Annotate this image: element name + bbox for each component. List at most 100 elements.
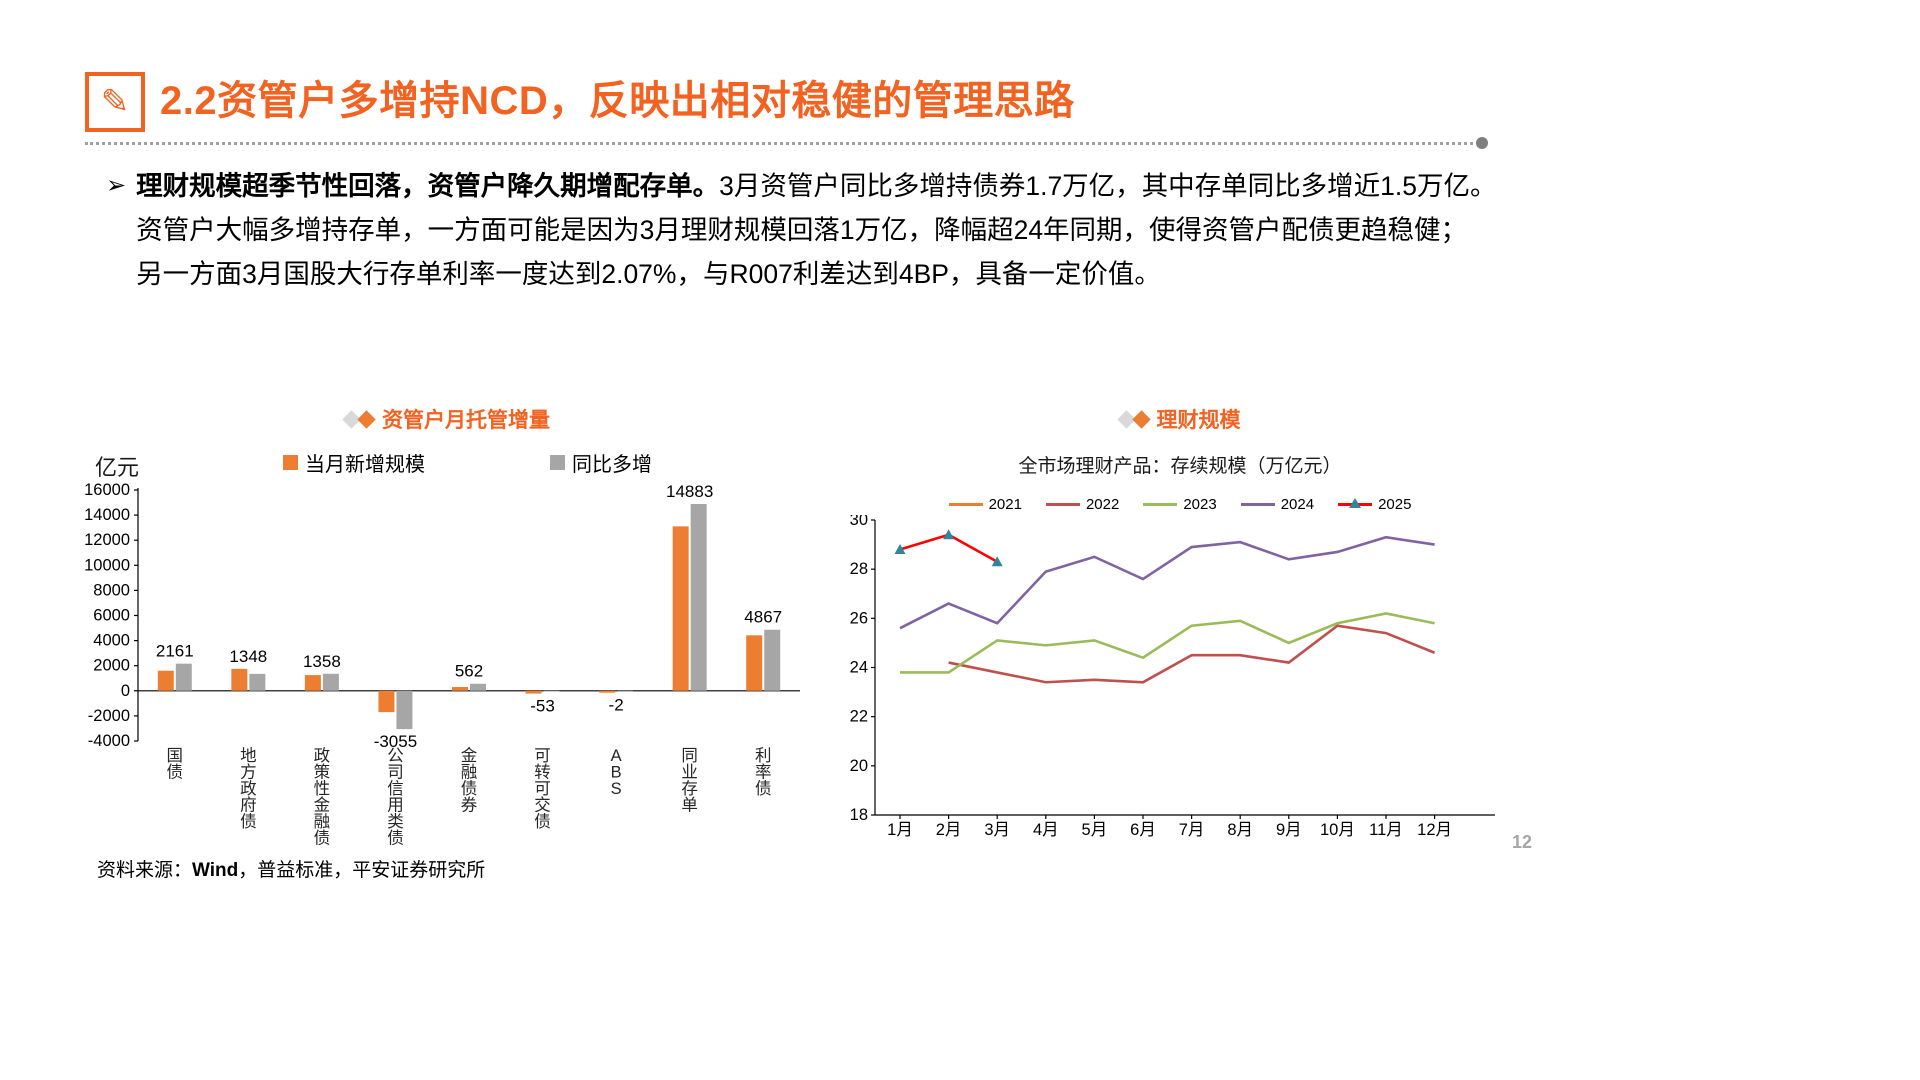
- legend-item-2022: 2022: [1045, 496, 1120, 513]
- svg-text:6000: 6000: [93, 607, 130, 625]
- svg-text:10000: 10000: [85, 556, 130, 574]
- svg-text:-2: -2: [609, 696, 624, 715]
- line-chart-subtitle: 全市场理财产品：存续规模（万亿元）: [1018, 456, 1342, 477]
- svg-text:-4000: -4000: [88, 732, 130, 750]
- svg-text:9月: 9月: [1276, 821, 1302, 839]
- summary-line-1-rest: 3月资管户同比多增持债券1.7万亿，其中存单同比多增近1.5万亿。: [719, 171, 1497, 201]
- svg-text:11月: 11月: [1369, 821, 1403, 839]
- pencil-glyph: ✎: [100, 83, 130, 121]
- svg-text:国债: 国债: [167, 747, 184, 782]
- line-chart-title: 理财规模: [855, 404, 1505, 434]
- svg-text:30: 30: [850, 515, 868, 529]
- svg-text:3月: 3月: [984, 821, 1010, 839]
- summary-line-2: 资管户大幅多增持存单，一方面可能是因为3月理财规模回落1万亿，降幅超24年同期，…: [136, 215, 1468, 245]
- legend-label: 2021: [988, 496, 1022, 513]
- svg-text:可转可交债: 可转可交债: [534, 747, 551, 831]
- svg-text:2000: 2000: [93, 657, 130, 675]
- page-number: 12: [1512, 832, 1533, 852]
- summary-text: 理财规模超季节性回落，资管户降久期增配存单。3月资管户同比多增持债券1.7万亿，…: [136, 164, 1496, 296]
- svg-text:24: 24: [850, 659, 868, 677]
- legend-item-2024: 2024: [1240, 496, 1315, 513]
- svg-text:6月: 6月: [1130, 821, 1156, 839]
- svg-text:12000: 12000: [85, 531, 130, 549]
- line-chart-legend: 2021 2022 2023 2024 2025: [855, 496, 1505, 513]
- svg-text:16000: 16000: [85, 481, 130, 499]
- legend-line-swatch: [948, 503, 983, 506]
- svg-text:4000: 4000: [93, 632, 130, 650]
- header-divider: [85, 142, 1473, 145]
- svg-text:-2000: -2000: [88, 707, 130, 725]
- svg-text:利率债: 利率债: [755, 746, 772, 798]
- svg-text:20: 20: [850, 757, 868, 775]
- svg-text:7月: 7月: [1179, 821, 1205, 839]
- legend-item-current-month: 当月新增规模: [283, 448, 425, 477]
- svg-text:1348: 1348: [229, 647, 267, 666]
- bar-chart-legend: 当月新增规模 同比多增: [135, 448, 800, 477]
- bar-chart: -4000 -2000 0 2000 4000 6000 8000 10000 12000 140…: [85, 481, 800, 848]
- divider-end-dot: [1476, 137, 1488, 149]
- legend-label: 2025: [1378, 496, 1412, 513]
- legend-swatch: [283, 455, 298, 470]
- legend-item-yoy: 同比多增: [550, 448, 652, 477]
- svg-text:政策性金融债: 政策性金融债: [314, 746, 331, 848]
- svg-text:8000: 8000: [93, 581, 130, 599]
- legend-item-2025: 2025: [1338, 496, 1411, 513]
- legend-label: 2022: [1085, 496, 1120, 513]
- svg-text:14883: 14883: [666, 482, 713, 501]
- source-rest: ，普益标准，平安证券研究所: [238, 860, 486, 881]
- legend-line-swatch: [1143, 503, 1178, 506]
- svg-text:12月: 12月: [1417, 821, 1452, 839]
- legend-label: 2023: [1183, 496, 1217, 513]
- svg-text:26: 26: [850, 609, 868, 627]
- source-prefix: 资料来源：: [97, 860, 193, 881]
- svg-text:10月: 10月: [1320, 821, 1355, 839]
- svg-text:2月: 2月: [936, 821, 962, 839]
- svg-text:1月: 1月: [887, 821, 913, 839]
- svg-text:0: 0: [121, 682, 130, 700]
- summary-line-1: 理财规模超季节性回落，资管户降久期增配存单。3月资管户同比多增持债券1.7万亿，…: [136, 164, 1496, 208]
- orange-diamond-icon: [1131, 409, 1151, 429]
- svg-text:4867: 4867: [744, 608, 782, 627]
- legend-line-swatch: [1045, 503, 1080, 506]
- triangle-marker-icon: [1349, 498, 1362, 508]
- svg-text:28: 28: [850, 560, 868, 578]
- summary-paragraph: ➢ 理财规模超季节性回落，资管户降久期增配存单。3月资管户同比多增持债券1.7万…: [106, 164, 1506, 296]
- summary-line-3: 另一方面3月国股大行存单利率一度达到2.07%，与R007利差达到4BP，具备一…: [136, 259, 1161, 289]
- svg-text:5月: 5月: [1082, 821, 1108, 839]
- svg-text:18: 18: [850, 806, 868, 824]
- orange-diamond-icon: [357, 409, 376, 429]
- legend-swatch: [550, 455, 565, 470]
- svg-text:562: 562: [455, 662, 483, 681]
- legend-item-2021: 2021: [948, 496, 1022, 513]
- bullet-arrow-icon: ➢: [106, 172, 127, 199]
- svg-text:8月: 8月: [1227, 821, 1253, 839]
- summary-bold-lead: 理财规模超季节性回落，资管户降久期增配存单。: [136, 171, 720, 201]
- svg-text:-53: -53: [530, 697, 555, 716]
- svg-text:22: 22: [850, 708, 868, 726]
- svg-text:金融债券: 金融债券: [461, 746, 478, 815]
- line-chart-title-text: 理财规模: [1156, 409, 1241, 432]
- bar-chart-title-text: 资管户月托管增量: [382, 409, 550, 432]
- pencil-icon: ✎: [85, 72, 145, 132]
- legend-label: 当月新增规模: [305, 454, 425, 476]
- svg-text:1358: 1358: [303, 652, 341, 671]
- line-chart: 18 20 22 24 26 28 30 1月 2月 3月 4月 5月 6月 7月 8月 9月 10月 11月 12…: [850, 515, 1495, 839]
- svg-text:-3055: -3055: [374, 732, 417, 751]
- bar-chart-title: 资管户月托管增量: [85, 404, 810, 434]
- legend-line-swatch: [1240, 503, 1275, 506]
- svg-text:2161: 2161: [156, 642, 194, 661]
- svg-text:ABS: ABS: [611, 747, 622, 798]
- legend-line-swatch: [1338, 498, 1373, 508]
- svg-text:14000: 14000: [85, 506, 130, 524]
- svg-text:地方政府债: 地方政府债: [240, 746, 256, 831]
- bar-chart-unit-label: 亿元: [95, 455, 140, 480]
- page-title: 2.2资管户多增持NCD，反映出相对稳健的管理思路: [160, 79, 1075, 123]
- legend-label: 2024: [1280, 496, 1315, 513]
- svg-text:4月: 4月: [1033, 821, 1059, 839]
- svg-text:同业存单: 同业存单: [681, 747, 698, 815]
- legend-label: 同比多增: [572, 454, 652, 476]
- svg-text:公司信用类债: 公司信用类债: [387, 747, 404, 848]
- source-wind: Wind: [192, 860, 239, 881]
- legend-item-2023: 2023: [1143, 496, 1217, 513]
